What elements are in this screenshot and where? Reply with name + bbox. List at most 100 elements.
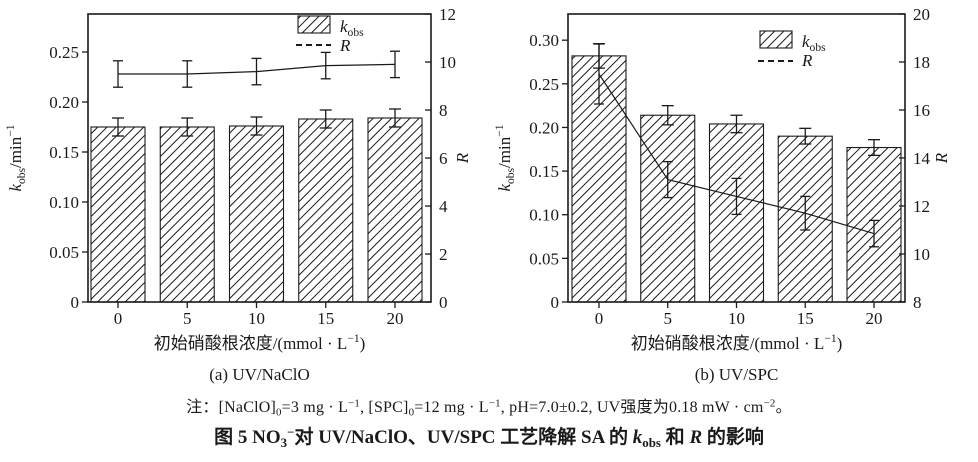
figure-note: 注：[NaClO]0=3 mg · L−1, [SPC]0=12 mg · L−… [0, 393, 978, 419]
x-tick-label: 15 [797, 309, 814, 328]
x-tick-label: 10 [248, 309, 265, 328]
legend-r-label: R [801, 51, 813, 70]
text-segment: , [SPC] [360, 399, 409, 416]
legend-kobs-swatch [759, 30, 793, 49]
x-tick-label: 10 [728, 309, 745, 328]
right-axis: 8 10 12 14 16 18 20 [899, 5, 931, 312]
kobs-bars [90, 108, 423, 303]
bar-error-bar [868, 139, 880, 157]
bar-error-bar [661, 104, 674, 126]
panel-label: (a) UV/NaClO [209, 365, 310, 384]
left-tick-label: 0 [551, 293, 560, 312]
bar-error-bar [799, 127, 812, 145]
text-segment: =3 mg · L [281, 399, 349, 416]
kobs-bar [228, 125, 285, 303]
left-tick-label: 0.30 [529, 31, 559, 50]
text-segment: 注：[NaClO] [186, 399, 277, 416]
text-segment: 的影响 [702, 427, 764, 448]
r-line [598, 73, 875, 235]
left-tick-label: 0 [71, 293, 80, 312]
text-segment: −1 [348, 397, 361, 410]
text-segment: R [689, 427, 703, 448]
chart-a-uv-naclo: 0 0.05 0.10 0.15 0.20 0.25 0 2 4 6 8 10 12 0 5 10 15 20 ko… [4, 5, 472, 384]
text-segment: k [632, 427, 643, 448]
text-segment: , pH=7.0±0.2, UV强度为0.18 mW · cm [500, 399, 764, 416]
right-tick-label: 8 [913, 293, 922, 312]
text-segment: 3 [280, 434, 288, 450]
right-tick-label: 10 [439, 53, 456, 72]
left-axis-title: kobs/min−1 [4, 124, 28, 191]
x-tick-label: 20 [387, 309, 404, 328]
text-segment: 。 [775, 399, 792, 416]
left-tick-label: 0.05 [529, 249, 559, 268]
right-tick-label: 4 [439, 197, 448, 216]
legend-kobs-label: kobs [802, 32, 826, 54]
left-tick-label: 0.10 [49, 193, 79, 212]
bar-error-bar [250, 116, 263, 136]
x-axis: 0 5 10 15 20 [114, 302, 404, 328]
right-tick-label: 0 [439, 293, 448, 312]
text-segment: 图 5 NO [214, 427, 281, 448]
x-axis: 0 5 10 15 20 [595, 302, 883, 328]
right-tick-label: 20 [913, 5, 930, 24]
left-tick-label: 0.05 [49, 243, 79, 262]
r-line-series [594, 43, 879, 248]
left-tick-label: 0.10 [529, 206, 559, 225]
bar-error-bar [112, 117, 124, 137]
text-segment: 和 [660, 427, 690, 448]
legend-kobs-label: kobs [340, 17, 364, 39]
bar-error-bar [389, 108, 401, 128]
chart-b-uv-spc: 0 0.05 0.10 0.15 0.20 0.25 0.30 8 10 12 14 16 18 20 0 5… [493, 5, 951, 384]
left-tick-label: 0.20 [49, 93, 79, 112]
kobs-bar [640, 114, 696, 303]
right-tick-label: 2 [439, 245, 448, 264]
kobs-bar [90, 126, 146, 303]
legend-r-label: R [339, 36, 351, 55]
left-tick-label: 0.25 [529, 75, 559, 94]
text-segment: 对 UV/NaClO、UV/SPC 工艺降解 SA 的 [294, 427, 633, 448]
right-tick-label: 12 [439, 5, 456, 24]
right-tick-label: 14 [913, 149, 931, 168]
kobs-bar [159, 126, 215, 303]
text-segment: =12 mg · L [414, 399, 489, 416]
x-tick-label: 15 [317, 309, 334, 328]
kobs-bars [571, 43, 902, 303]
right-axis: 0 2 4 6 8 10 12 [425, 5, 456, 312]
left-tick-label: 0.15 [49, 143, 79, 162]
text-segment: − [287, 424, 295, 440]
x-axis-title: 初始硝酸根浓度/(mmol · L−1) [154, 332, 366, 353]
bar-error-bar [181, 117, 194, 137]
text-segment: 0 [276, 406, 282, 419]
right-tick-label: 16 [913, 101, 930, 120]
x-tick-label: 0 [114, 309, 123, 328]
r-line-series [113, 50, 400, 88]
right-tick-label: 6 [439, 149, 448, 168]
left-tick-label: 0.20 [529, 118, 559, 137]
bar-error-bar [319, 109, 332, 129]
left-tick-label: 0.15 [529, 162, 559, 181]
right-tick-label: 12 [913, 197, 930, 216]
text-segment: −1 [488, 397, 501, 410]
bar-error-bar [730, 114, 743, 134]
kobs-bar [367, 117, 423, 303]
x-tick-label: 0 [595, 309, 604, 328]
panel-label: (b) UV/SPC [695, 365, 779, 384]
x-tick-label: 20 [866, 309, 883, 328]
text-segment: 0 [408, 406, 415, 419]
x-tick-label: 5 [664, 309, 673, 328]
right-tick-label: 18 [913, 53, 930, 72]
text-segment: −2 [763, 397, 776, 410]
right-tick-label: 10 [913, 245, 930, 264]
right-axis-title: R [932, 152, 951, 164]
kobs-bar [298, 118, 354, 303]
figure-caption: 图 5 NO3−对 UV/NaClO、UV/SPC 工艺降解 SA 的 kobs… [0, 422, 978, 451]
r-line [118, 63, 396, 75]
left-tick-label: 0.25 [49, 43, 79, 62]
x-tick-label: 5 [183, 309, 192, 328]
text-segment: obs [642, 434, 661, 450]
right-tick-label: 8 [439, 101, 448, 120]
left-axis: 0 0.05 0.10 0.15 0.20 0.25 [49, 43, 88, 312]
